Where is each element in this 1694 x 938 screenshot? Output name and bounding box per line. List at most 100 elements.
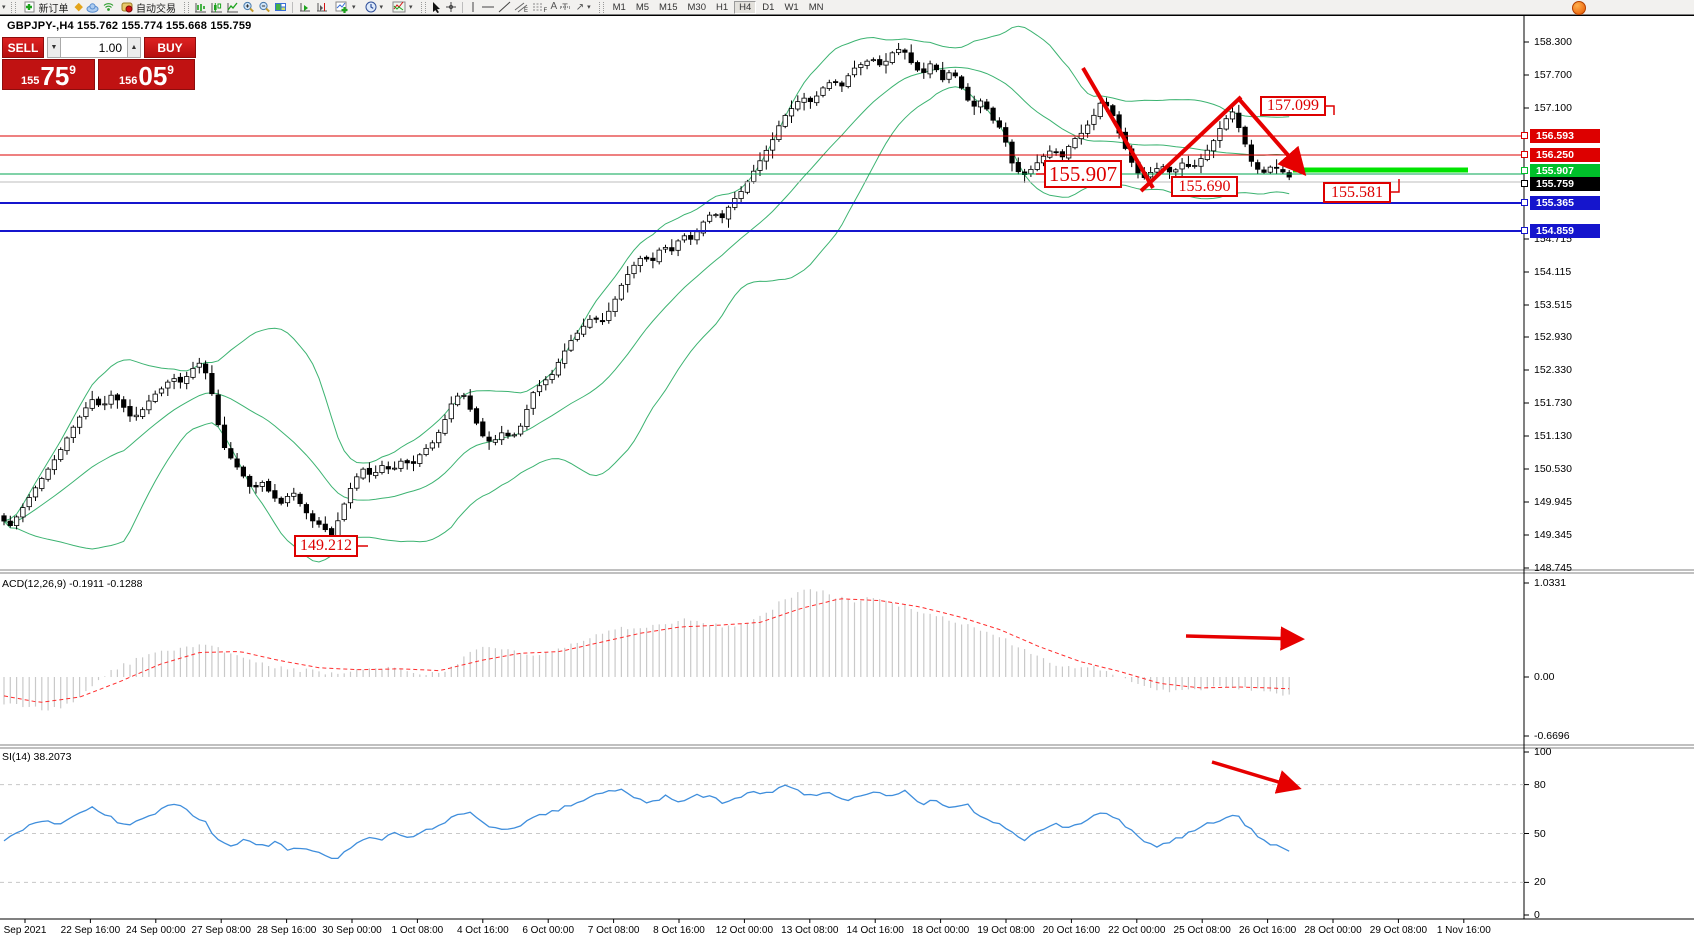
time-axis-label: 28 Sep 16:00 <box>256 925 317 936</box>
time-axis-label: 8 Oct 16:00 <box>653 925 705 936</box>
horizontal-line-tool-icon[interactable] <box>481 1 495 13</box>
toolbar-grip <box>10 1 16 13</box>
tile-windows-icon[interactable] <box>274 1 287 13</box>
trend-arrow-0[interactable] <box>1081 66 1155 190</box>
toolbar-grip <box>598 1 604 13</box>
template-button[interactable]: ▾ <box>389 1 416 14</box>
price-annotation-155.581[interactable]: 155.581 <box>1323 182 1391 203</box>
timeframe-d1[interactable]: D1 <box>762 1 775 13</box>
time-axis-label: 22 Sep 16:00 <box>60 925 121 936</box>
price-tag-marker <box>1521 199 1528 206</box>
auto-trading-button[interactable]: 自动交易 <box>118 1 179 15</box>
time-axis-label: 4 Oct 16:00 <box>456 925 509 936</box>
time-axis-label: 6 Oct 00:00 <box>522 925 575 936</box>
add-indicator-icon <box>335 1 349 13</box>
price-tag-marker <box>1521 227 1528 234</box>
trend-arrow-2[interactable] <box>1237 97 1307 177</box>
time-axis-label: 28 Oct 00:00 <box>1304 925 1362 936</box>
time-axis-label: 7 Oct 08:00 <box>587 925 640 936</box>
new-order-label: 新订单 <box>38 3 69 15</box>
timeframe-m15[interactable]: M15 <box>659 1 678 13</box>
price-tag-marker <box>1521 167 1528 174</box>
sell-price-sup: 9 <box>69 63 76 77</box>
equidistant-channel-tool-icon[interactable]: E <box>514 1 529 14</box>
candlestick-chart-type-icon[interactable] <box>210 1 223 13</box>
volume-decrease-button[interactable]: ▼ <box>47 37 61 58</box>
volume-increase-button[interactable]: ▲ <box>127 37 141 58</box>
timeframe-h4[interactable]: H4 <box>734 0 757 14</box>
price-tick: 158.300 <box>1534 36 1572 48</box>
time-axis-label: 26 Oct 16:00 <box>1238 925 1297 936</box>
macd-scale-tick: -0.6696 <box>1534 730 1570 742</box>
rsi-scale-tick: 100 <box>1534 746 1552 758</box>
arrows-tool-button[interactable]: ↗ ▾ <box>573 1 594 14</box>
price-annotation-155.690[interactable]: 155.690 <box>1171 176 1238 197</box>
rsi-scale-tick: 80 <box>1534 778 1546 791</box>
add-indicator-button[interactable]: ▾ <box>332 1 359 14</box>
price-tick: 152.330 <box>1534 364 1572 376</box>
rsi-line <box>3 784 1290 860</box>
buy-quote[interactable]: 156 05 9 <box>98 59 195 90</box>
sell-button[interactable]: SELL <box>2 37 44 58</box>
annotation-leader-4 <box>1391 179 1400 193</box>
level-lines[interactable] <box>0 135 1524 232</box>
timeframe-m1[interactable]: M1 <box>612 1 626 13</box>
community-icon[interactable] <box>1572 1 1586 15</box>
text-label-tool-icon[interactable]: T <box>560 2 570 12</box>
price-tag: 155.907 <box>1530 164 1600 178</box>
time-axis-label: 19 Oct 08:00 <box>977 925 1035 936</box>
vertical-line-tool-icon[interactable] <box>468 1 478 13</box>
toolbar-overflow-icon[interactable]: ▾ <box>2 3 6 11</box>
toolbar-separator <box>461 1 463 13</box>
cloud-icon[interactable] <box>86 2 99 13</box>
volume-input[interactable]: 1.00 <box>61 37 127 58</box>
price-tag: 155.365 <box>1530 196 1600 210</box>
signal-icon[interactable] <box>102 2 115 13</box>
price-annotation-157.099[interactable]: 157.099 <box>1260 96 1326 116</box>
fibonacci-tool-icon[interactable]: F <box>532 1 548 14</box>
cursor-icon[interactable] <box>431 1 442 14</box>
bar-chart-type-icon[interactable] <box>194 1 207 13</box>
new-order-button[interactable]: 新订单 <box>21 1 72 15</box>
clock-icon <box>365 1 377 13</box>
macd-trend-arrow[interactable] <box>1185 626 1305 651</box>
auto-scroll-icon[interactable] <box>298 1 312 13</box>
crosshair-icon[interactable] <box>445 1 457 13</box>
new-order-icon <box>24 1 36 13</box>
timeframe-m5[interactable]: M5 <box>635 1 650 13</box>
line-chart-type-icon[interactable] <box>226 1 239 13</box>
time-axis-label: 1 Oct 08:00 <box>391 925 444 936</box>
time-axis-label: 20 Oct 16:00 <box>1042 925 1101 936</box>
macd-scale-tick: 1.0331 <box>1534 577 1567 589</box>
timeframe-w1[interactable]: W1 <box>784 1 799 13</box>
main-toolbar: ▾ 新订单 ◆ 自动交易 <box>0 0 1694 15</box>
rsi-indicator-label: SI(14) 38.2073 <box>2 751 72 763</box>
timeframe-h1[interactable]: H1 <box>715 1 729 13</box>
buy-price-main: 05 <box>138 60 168 91</box>
auto-trading-label: 自动交易 <box>135 3 176 15</box>
zoom-out-icon[interactable] <box>258 1 271 13</box>
timeframe-m30[interactable]: M30 <box>687 1 706 13</box>
price-annotation-155.907[interactable]: 155.907 <box>1044 160 1122 188</box>
toolbar-separator <box>291 1 293 13</box>
price-annotation-149.212[interactable]: 149.212 <box>294 535 358 557</box>
zoom-in-icon[interactable] <box>242 1 255 13</box>
chart-shift-icon[interactable] <box>315 1 329 13</box>
trend-arrow-1[interactable] <box>1139 95 1243 193</box>
timeframe-mn[interactable]: MN <box>808 1 824 13</box>
sell-quote[interactable]: 155 75 9 <box>2 59 95 90</box>
trendline-tool-icon[interactable] <box>498 1 511 13</box>
time-axis-label: 13 Oct 08:00 <box>781 925 839 936</box>
template-icon <box>392 1 406 13</box>
price-tag-marker <box>1521 151 1528 158</box>
price-tag: 156.250 <box>1530 148 1600 162</box>
rsi-trend-arrow[interactable] <box>1211 760 1302 794</box>
chart-window[interactable]: GBPJPY-,H4 155.762 155.774 155.668 155.7… <box>0 15 1694 938</box>
macd-pane <box>3 589 1290 711</box>
annotation-leader-3 <box>1326 105 1335 115</box>
buy-button[interactable]: BUY <box>144 37 196 58</box>
price-tick: 151.130 <box>1534 430 1572 442</box>
chart-canvas[interactable] <box>0 15 1694 938</box>
time-axis-label: 24 Sep 00:00 <box>126 925 186 936</box>
period-clock-button[interactable]: ▾ <box>362 1 387 14</box>
